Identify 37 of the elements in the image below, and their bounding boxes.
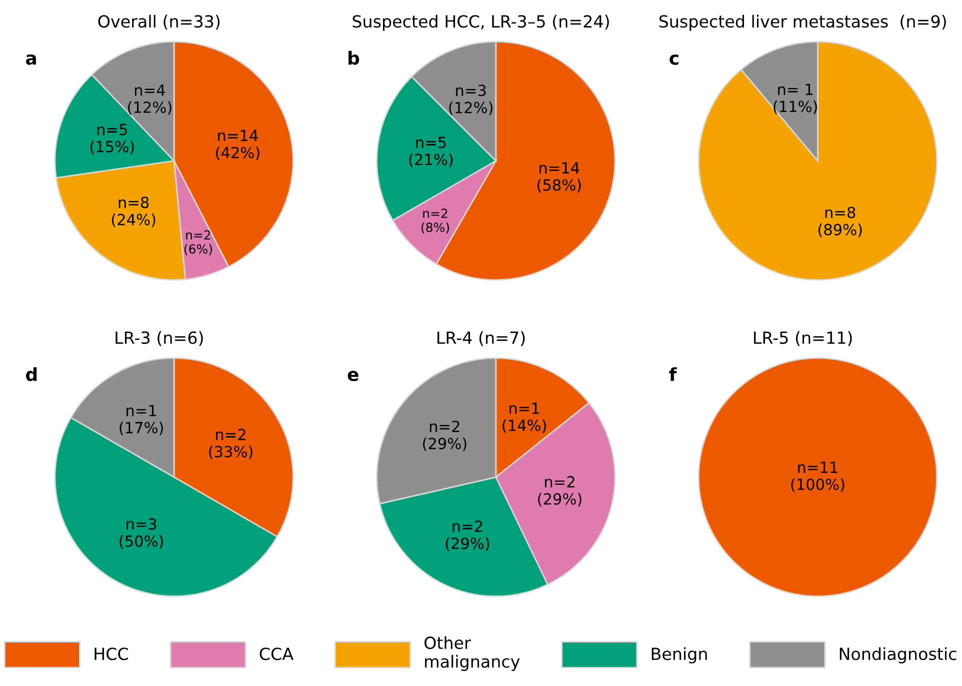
data-label: n=5 (15%) xyxy=(90,124,134,154)
chart-title: LR-4 (n=7) xyxy=(438,331,525,346)
text: b xyxy=(348,50,360,65)
data-label: n=2 (33%) xyxy=(209,428,252,460)
data-label: n=3 (50%) xyxy=(120,518,163,549)
data-label: n= 1 (11%) xyxy=(774,84,817,114)
data-label: n=8 (24%) xyxy=(112,196,156,228)
legend-label: Benign xyxy=(652,647,707,664)
text: e xyxy=(348,370,358,382)
data-label: n=14 (42%) xyxy=(216,130,260,160)
chart-title: Suspected liver metastases (n=9) xyxy=(659,14,946,31)
pie-slice xyxy=(698,41,938,281)
legend-label: CCA xyxy=(260,648,294,660)
legend-label: Nondiagnostic xyxy=(840,647,956,664)
data-label: n=8 (89%) xyxy=(818,206,862,238)
data-label: n=1 (17%) xyxy=(120,404,163,436)
data-label: n=2 (29%) xyxy=(423,420,466,452)
chart-title: LR-3 (n=6) xyxy=(116,331,203,346)
text: d xyxy=(26,367,37,382)
data-label: n=4 (12%) xyxy=(128,84,172,115)
legend-label: HCC xyxy=(94,648,128,660)
chart-title: LR-5 (n=11) xyxy=(754,331,852,346)
data-label: n=3 (12%) xyxy=(449,84,492,116)
text: a xyxy=(26,54,36,65)
text: f xyxy=(669,367,677,381)
chart-title: Suspected HCC, LR-3–5 (n=24) xyxy=(352,14,609,31)
data-label: n=2 (29%) xyxy=(446,520,490,551)
data-label: n=11 (100%) xyxy=(791,462,844,492)
data-label: n=1 (14%) xyxy=(502,402,546,433)
data-label: n=2 (8%) xyxy=(422,208,449,234)
data-label: n=5 (21%) xyxy=(409,136,453,168)
data-label: n=14 (58%) xyxy=(538,162,581,193)
data-label: n=2 (6%) xyxy=(184,230,212,256)
data-label: n=2 (29%) xyxy=(538,476,582,507)
text: c xyxy=(670,54,678,65)
chart-title: Overall (n=33) xyxy=(98,14,220,30)
legend-label: Other malignancy xyxy=(424,636,520,671)
